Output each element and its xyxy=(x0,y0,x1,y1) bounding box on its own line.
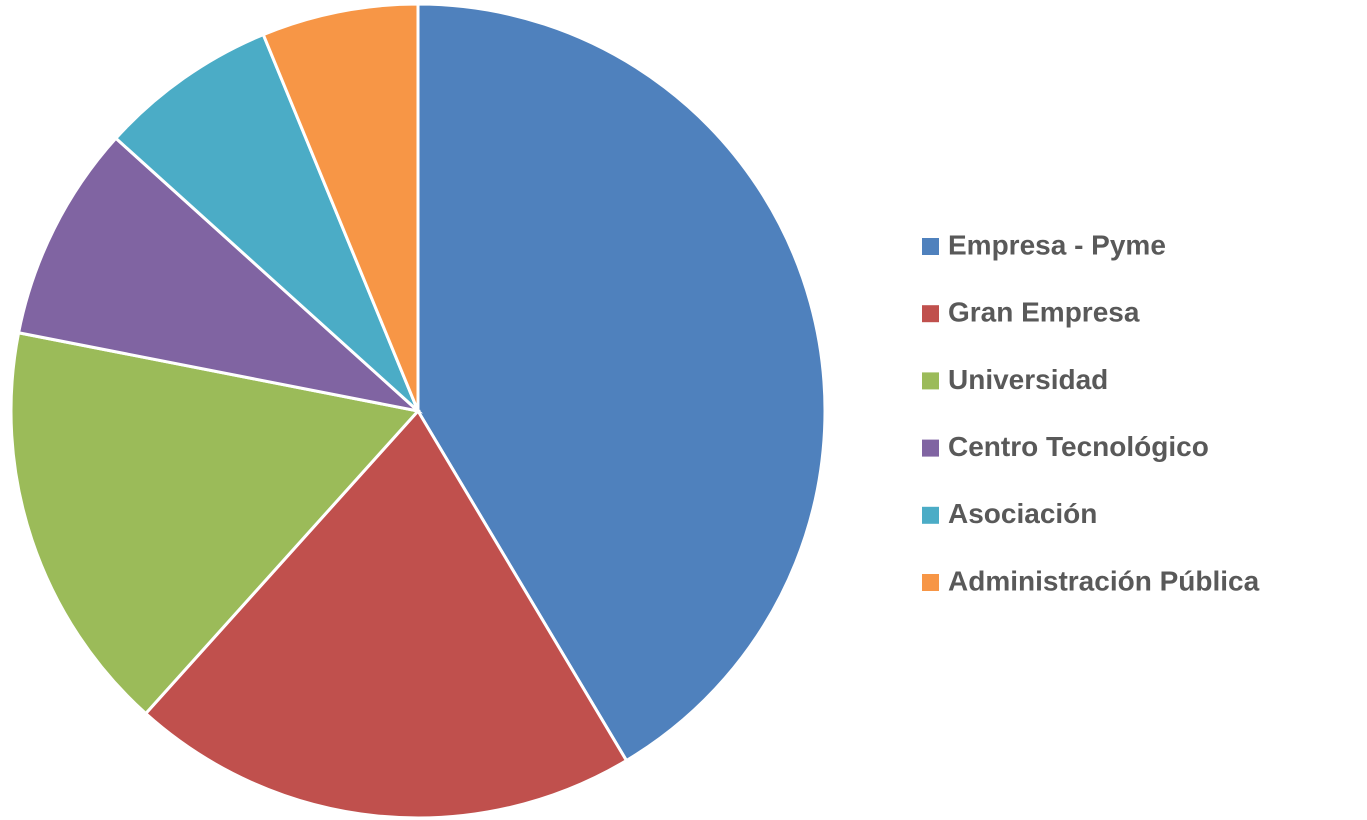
legend-label: Empresa - Pyme xyxy=(948,229,1166,260)
legend-label: Centro Tecnológico xyxy=(948,431,1209,462)
legend-label: Gran Empresa xyxy=(948,297,1140,328)
legend-swatch xyxy=(922,305,939,323)
legend-swatch xyxy=(922,574,939,591)
legend-swatch xyxy=(922,372,939,390)
legend-label: Asociación xyxy=(948,498,1097,529)
legend-label: Universidad xyxy=(948,364,1108,395)
pie-slice xyxy=(261,2,420,412)
pie-slice xyxy=(16,136,424,414)
pie-slice xyxy=(113,32,420,413)
legend-label: Administración Pública xyxy=(948,565,1260,596)
legend-swatch xyxy=(922,439,939,457)
pie-slice xyxy=(9,331,421,716)
legend-swatch xyxy=(922,506,939,524)
pie-slice xyxy=(143,408,629,820)
pie-slice xyxy=(416,2,827,763)
legend-swatch xyxy=(922,238,939,255)
